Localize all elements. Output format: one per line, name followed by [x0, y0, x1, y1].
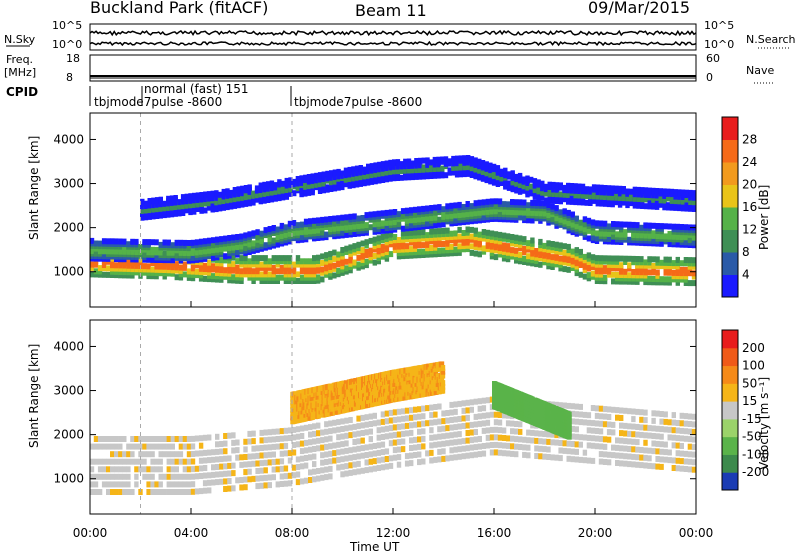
colorbar-segment: [722, 330, 738, 349]
cpid-mode-2: normal (fast) 151: [144, 82, 248, 96]
xtick-label: 00:00: [73, 526, 108, 540]
nsearch-tick-low: 10^0: [704, 38, 734, 51]
xtick-label: 20:00: [578, 526, 613, 540]
ytick-label: 3000: [53, 384, 84, 398]
colorbar-segment: [722, 454, 738, 473]
xaxis-label: Time UT: [349, 540, 400, 554]
power-colorbar: 4 8 12 16 20 24 28: [721, 116, 757, 298]
cpid-mode-4: tbjmode7pulse -8600: [294, 95, 422, 109]
colorbar-segment: [722, 436, 738, 455]
ytick-label: 4000: [53, 339, 84, 353]
colorbar-tick: 8: [742, 245, 750, 259]
echo-band-2: [140, 155, 697, 221]
echo-band-2: [492, 381, 572, 440]
nsearch-tick-high: 10^5: [704, 19, 734, 32]
ytick-label: 2000: [53, 221, 84, 235]
nave-tick-low: 0: [706, 71, 713, 84]
station-title: Buckland Park (fitACF): [90, 0, 268, 17]
velocity-yaxis: 1000 2000 3000 4000: [53, 339, 696, 486]
colorbar-tick: -50: [742, 430, 762, 444]
power-colorbar-label: Power [dB]: [757, 185, 771, 250]
colorbar-tick: 100: [742, 359, 765, 373]
colorbar-frame: [721, 116, 739, 298]
xtick-label: 04:00: [174, 526, 209, 540]
nsky-trace: [89, 29, 697, 47]
cpid-label: CPID: [6, 85, 38, 99]
ytick-label: 1000: [53, 472, 84, 486]
colorbar-tick: 15: [742, 394, 757, 408]
velocity-colorbar: 200 100 50 15 -15 -50 -100 -200: [721, 329, 769, 491]
nsky-noise-line: [89, 29, 697, 37]
echo-band-1: [290, 361, 446, 425]
power-ylabel: Slant Range [km]: [27, 136, 41, 240]
colorbar-tick: 200: [742, 341, 765, 355]
xtick-label: 12:00: [376, 526, 411, 540]
nsearch-label: N.Search: [746, 33, 796, 46]
velocity-heatmap: [89, 320, 697, 514]
colorbar-tick: 50: [742, 376, 757, 390]
freq-tick-high: 18: [66, 52, 80, 65]
freq-unit: [MHz]: [4, 66, 36, 79]
nsky-label: N.Sky: [4, 33, 36, 46]
colorbar-segment: [722, 365, 738, 384]
power-yaxis: 1000 2000 3000 4000: [53, 132, 696, 279]
colorbar-segment: [722, 472, 738, 491]
nsky-tick-low: 10^0: [52, 38, 82, 51]
colorbar-segment: [722, 139, 738, 163]
colorbar-tick: -100: [742, 447, 769, 461]
colorbar-tick: -15: [742, 412, 762, 426]
colorbar-tick: 28: [742, 133, 757, 147]
colorbar-segment: [722, 252, 738, 275]
power-heatmap: [89, 113, 697, 307]
colorbar-tick: -200: [742, 465, 769, 479]
freq-tick-low: 8: [66, 71, 73, 84]
ytick-label: 3000: [53, 177, 84, 191]
colorbar-tick: 12: [742, 223, 757, 237]
freq-label: Freq.: [6, 53, 33, 66]
beam-title: Beam 11: [355, 1, 427, 20]
colorbar-tick: 4: [742, 268, 750, 282]
velocity-ylabel: Slant Range [km]: [27, 344, 41, 448]
colorbar-segment: [722, 347, 738, 367]
velocity-panel: 1000 2000 3000 4000 Slant Range [km] 200 100…: [27, 319, 771, 515]
colorbar-segment: [722, 274, 738, 298]
colorbar-segment: [722, 117, 738, 140]
colorbar-segment: [722, 383, 738, 402]
cpid-strip: CPID tbjmode7pulse -8600 normal (fast) 1…: [6, 82, 422, 109]
velocity-colorbar-label: Velocity [m s⁻¹]: [757, 377, 771, 470]
nave-label: Nave: [746, 64, 774, 77]
xtick-label: 00:00: [679, 526, 714, 540]
colorbar-segment: [722, 207, 738, 230]
colorbar-frame: [721, 329, 739, 491]
colorbar-segment: [722, 229, 738, 253]
xtick-label: 08:00: [275, 526, 310, 540]
colorbar-tick: 16: [742, 200, 757, 214]
xtick-label: 16:00: [477, 526, 512, 540]
ytick-label: 4000: [53, 132, 84, 146]
colorbar-segment: [722, 162, 738, 185]
cpid-mode-1: tbjmode7pulse -8600: [94, 95, 222, 109]
colorbar-tick: 20: [742, 178, 757, 192]
power-panel: 1000 2000 3000 4000 Slant Range [km] 4 8 12 16…: [27, 112, 771, 308]
ytick-label: 1000: [53, 265, 84, 279]
nave-tick-high: 60: [706, 52, 720, 65]
nsky-tick-high: 10^5: [52, 19, 82, 32]
nsearch-noise-line: [89, 40, 697, 47]
freq-panel: Freq. [MHz] 18 8 60 0 Nave: [4, 52, 774, 84]
colorbar-segment: [722, 184, 738, 208]
echo-band-0: [89, 396, 697, 495]
nsky-panel: N.Sky 10^5 10^0 10^5 10^0 N.Search: [4, 19, 796, 51]
date-title: 09/Mar/2015: [588, 0, 690, 17]
time-axis: 00:00 04:00 08:00 12:00 16:00 20:00 00:00: [73, 301, 714, 540]
colorbar-tick: 24: [742, 155, 757, 169]
colorbar-segment: [722, 401, 738, 420]
ytick-label: 2000: [53, 428, 84, 442]
colorbar-segment: [722, 418, 738, 438]
echo-band-1: [89, 198, 697, 264]
